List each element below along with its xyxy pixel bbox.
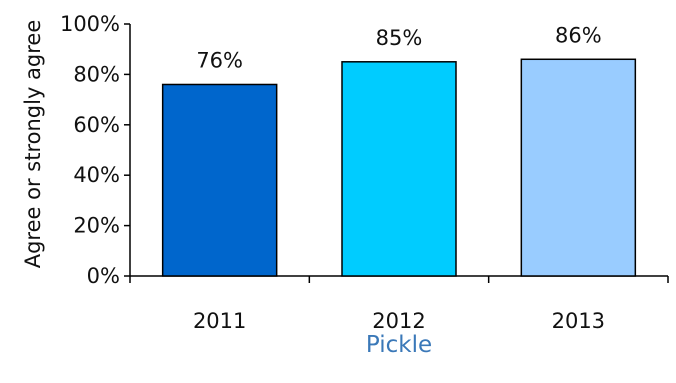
y-tick-label: 60% — [73, 113, 120, 137]
x-tick-label: 2013 — [552, 309, 605, 333]
data-label-2012: 85% — [376, 26, 423, 50]
y-tick-label: 100% — [60, 12, 120, 36]
x-axis-title: Pickle — [366, 332, 432, 358]
y-tick-label: 40% — [73, 163, 120, 187]
data-label-2011: 76% — [196, 48, 243, 72]
y-tick-label: 20% — [73, 214, 120, 238]
y-tick-label: 0% — [87, 264, 120, 288]
x-axis: 2011 2012 2013 — [129, 275, 669, 333]
bar-2012 — [341, 61, 457, 277]
bar-2011 — [161, 83, 278, 277]
bars — [161, 58, 637, 277]
y-axis-title: Agree or strongly agree — [21, 20, 45, 269]
x-tick-label: 2012 — [372, 309, 425, 333]
data-labels: 76% 85% 86% — [196, 23, 601, 72]
data-label-2013: 86% — [555, 23, 602, 47]
y-axis: 0% 20% 40% 60% 80% 100% — [60, 12, 131, 288]
x-tick-label: 2011 — [193, 309, 246, 333]
bar-2013 — [520, 58, 637, 277]
y-tick-label: 80% — [73, 62, 120, 86]
